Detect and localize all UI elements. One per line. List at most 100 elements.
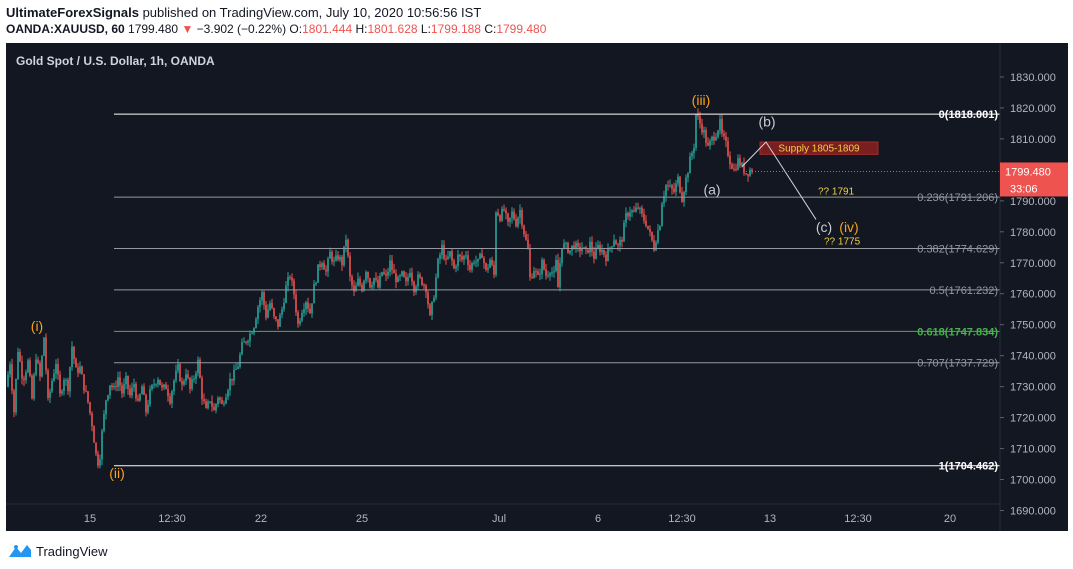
candle	[515, 213, 517, 228]
candle	[687, 172, 689, 183]
y-tick-label: 1790.000	[1010, 196, 1056, 208]
candle	[497, 208, 499, 217]
candle	[455, 264, 457, 273]
publish-info: published on TradingView.com, July 10, 2…	[142, 5, 482, 20]
footer-brand[interactable]: TradingView	[36, 543, 108, 559]
wave-label: (b)	[758, 114, 775, 130]
candle	[263, 290, 265, 310]
candle	[565, 241, 567, 249]
publisher-name[interactable]: UltimateForexSignals	[6, 5, 139, 20]
candle	[315, 281, 317, 286]
candle	[661, 201, 663, 227]
fib-level-label: 0.382(1774.629)	[917, 243, 998, 255]
candle	[413, 280, 415, 297]
candle	[385, 269, 387, 281]
candle	[243, 337, 245, 343]
candle	[331, 249, 333, 265]
candle	[615, 239, 617, 245]
candle	[241, 338, 243, 356]
candle	[371, 281, 373, 290]
candle	[695, 113, 697, 151]
candle	[487, 263, 489, 274]
fib-level[interactable]: 0(1818.001)	[114, 109, 1000, 121]
fib-level-label: 0.236(1791.206)	[917, 192, 998, 204]
price-chart[interactable]: Gold Spot / U.S. Dollar, 1h, OANDA 0(181…	[6, 43, 1068, 531]
candle	[203, 393, 205, 405]
candle	[745, 173, 747, 176]
candle	[201, 375, 203, 405]
candle	[369, 277, 371, 289]
candle	[357, 272, 359, 287]
candle	[419, 272, 421, 280]
candle	[645, 215, 647, 228]
candle	[185, 368, 187, 385]
candle	[293, 278, 295, 300]
supply-zone-label: Supply 1805-1809	[778, 144, 860, 155]
candle	[17, 347, 19, 380]
candle	[579, 242, 581, 258]
candle	[393, 263, 395, 274]
candle	[433, 295, 435, 303]
candle	[541, 257, 543, 280]
candle	[57, 358, 59, 380]
candle	[747, 173, 749, 182]
candle	[51, 378, 53, 393]
candle	[35, 353, 37, 377]
candle	[727, 137, 729, 158]
supply-zone[interactable]: Supply 1805-1809	[759, 141, 879, 155]
candle	[275, 315, 277, 322]
candle	[273, 307, 275, 320]
candle	[141, 384, 143, 395]
candle	[333, 256, 335, 267]
candle	[41, 354, 43, 378]
last-price-badge[interactable]: 1799.480 33:06	[1000, 162, 1068, 197]
candle	[635, 202, 637, 213]
fib-level[interactable]: 1(1704.462)	[114, 461, 1000, 473]
candle	[379, 272, 381, 290]
candle	[105, 399, 107, 420]
fib-level[interactable]: 0.618(1747.834)	[114, 326, 1000, 338]
candle	[133, 378, 135, 392]
fib-level-label: 1(1704.462)	[939, 461, 999, 473]
candle	[401, 270, 403, 277]
candle	[643, 208, 645, 224]
candle	[137, 394, 139, 402]
y-tick-label: 1690.000	[1010, 506, 1056, 518]
candle	[195, 370, 197, 384]
candle	[577, 239, 579, 252]
candle	[85, 385, 87, 393]
y-tick-label: 1780.000	[1010, 227, 1056, 239]
candle	[277, 319, 279, 330]
wave-projection-path[interactable]	[741, 141, 817, 220]
tradingview-logo-icon[interactable]	[8, 543, 32, 559]
candle	[319, 260, 321, 271]
candle	[157, 377, 159, 388]
fib-level[interactable]: 0.5(1761.232)	[114, 285, 1000, 297]
candle	[265, 301, 267, 321]
candle	[705, 127, 707, 147]
candle	[169, 392, 171, 406]
candle	[469, 259, 471, 273]
fib-level[interactable]: 0.707(1737.729)	[114, 358, 1000, 370]
candle	[257, 305, 259, 325]
candle	[153, 378, 155, 389]
candle	[659, 225, 661, 231]
candle	[663, 190, 665, 207]
x-tick-label: Jul	[492, 513, 506, 525]
candle	[567, 241, 569, 254]
candle	[9, 361, 11, 378]
fib-level[interactable]: 0.382(1774.629)	[114, 243, 1000, 255]
candle	[501, 206, 503, 222]
candle	[267, 304, 269, 319]
candle	[205, 398, 207, 409]
candle	[723, 130, 725, 140]
candle	[77, 363, 79, 378]
footer: TradingView	[8, 541, 108, 561]
candle	[395, 269, 397, 289]
candle	[179, 362, 181, 383]
fib-level[interactable]: 0.236(1791.206)	[114, 192, 1000, 204]
candle	[499, 214, 501, 223]
chart-panel[interactable]: Gold Spot / U.S. Dollar, 1h, OANDA 0(181…	[6, 43, 1068, 531]
candle	[317, 264, 319, 283]
change-arrow: ▼	[181, 22, 194, 36]
